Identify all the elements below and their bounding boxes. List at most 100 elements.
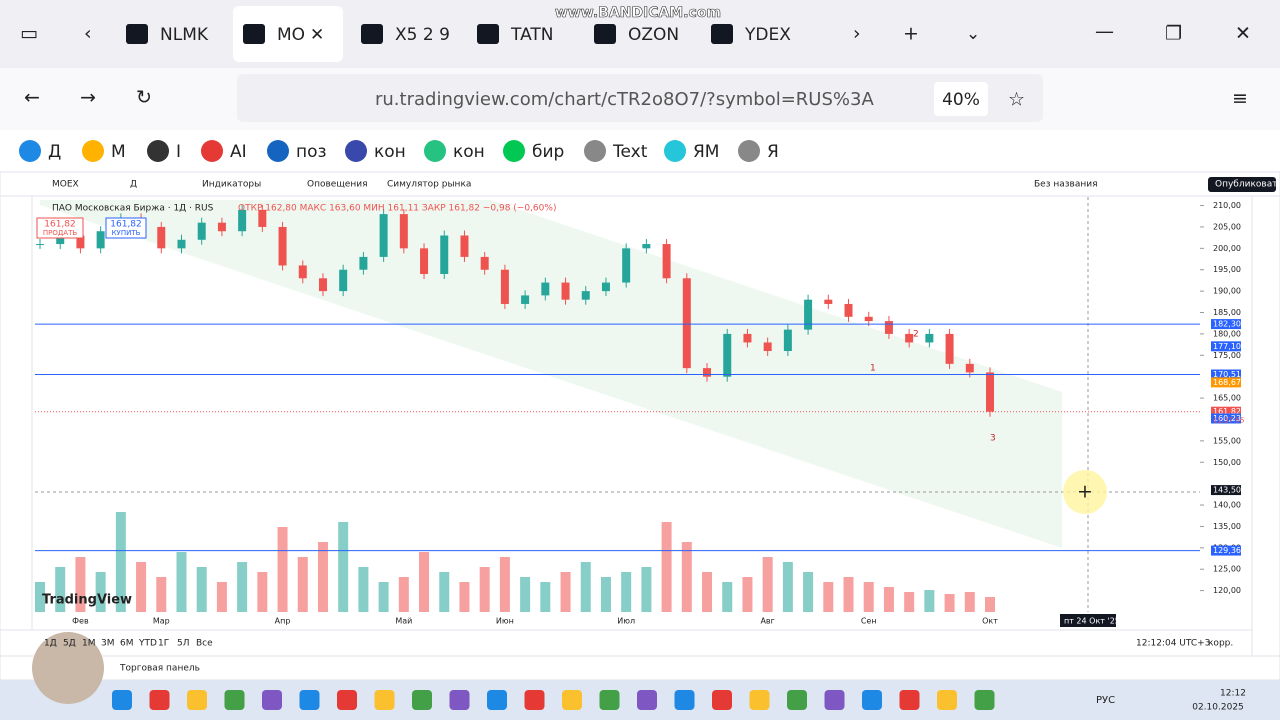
zoom-box[interactable]	[934, 82, 988, 116]
tab-title[interactable]: YDEX	[744, 25, 791, 45]
toolbar-replay[interactable]: Симулятор рынка	[387, 180, 471, 190]
toolbar-publish[interactable]: Опубликовать	[1215, 180, 1280, 190]
bottom-bar	[0, 629, 1253, 657]
zoom[interactable]: 40%	[942, 90, 980, 110]
taskbar-icon[interactable]	[824, 690, 845, 710]
taskbar-icon[interactable]	[224, 690, 245, 710]
taskbar-icon[interactable]	[562, 690, 582, 710]
candle	[884, 321, 893, 334]
cursor-highlight	[1063, 470, 1107, 514]
restore[interactable]: ❐	[1165, 23, 1182, 45]
tab-right[interactable]: ›	[853, 23, 861, 45]
tab-title[interactable]: TATN	[510, 25, 553, 45]
range-btn[interactable]: 5Д	[63, 639, 76, 649]
taskbar-icon[interactable]	[112, 690, 132, 710]
menu[interactable]: ≡	[1232, 88, 1248, 110]
bookmark[interactable]: AI	[230, 142, 247, 162]
candle	[925, 333, 934, 343]
new-tab[interactable]: +	[903, 23, 919, 45]
tab-close[interactable]: ✕	[310, 25, 324, 45]
webcam	[32, 632, 104, 704]
range-btn[interactable]: 1М	[82, 639, 96, 649]
bookmark[interactable]: кон	[374, 142, 406, 162]
tabs-icon[interactable]: ▭	[20, 23, 38, 45]
price-label: 155,00	[1213, 436, 1241, 445]
bookmark[interactable]: Д	[48, 142, 61, 162]
taskbar-icon[interactable]	[637, 690, 657, 710]
taskbar-icon[interactable]	[262, 690, 282, 710]
forward[interactable]: →	[80, 87, 96, 109]
tab-title[interactable]: MO	[277, 25, 305, 45]
close[interactable]: ✕	[1235, 23, 1251, 45]
tab-list[interactable]: ⌄	[966, 24, 980, 44]
taskbar-icon[interactable]	[749, 690, 770, 710]
watermark: www.BANDICAM.com	[555, 5, 721, 21]
taskbar-icon[interactable]	[299, 690, 320, 710]
taskbar-icon[interactable]	[674, 690, 695, 710]
x-tick-label: Сен	[861, 617, 877, 626]
taskbar-icon[interactable]	[374, 690, 395, 710]
taskbar-icon[interactable]	[974, 690, 995, 710]
candle	[217, 222, 226, 232]
taskbar-icon[interactable]	[712, 690, 732, 710]
candle	[460, 235, 469, 257]
taskbar-icon[interactable]	[412, 690, 432, 710]
bookmark[interactable]: кон	[453, 142, 485, 162]
wave-label: 1	[870, 364, 876, 374]
volume-bar	[843, 577, 854, 612]
taskbar-icon[interactable]	[862, 690, 882, 710]
taskbar-icon[interactable]	[524, 690, 545, 710]
range-btn[interactable]: YTD	[138, 639, 157, 649]
url[interactable]: ru.tradingview.com/chart/cTR2o8O7/?symbo…	[375, 89, 874, 110]
range-btn[interactable]: 3М	[101, 639, 115, 649]
taskbar-icon[interactable]	[487, 690, 507, 710]
bookmark[interactable]: I	[176, 142, 181, 162]
taskbar-icon[interactable]	[787, 690, 807, 710]
taskbar-icon[interactable]	[149, 690, 170, 710]
taskbar-icon[interactable]	[937, 690, 957, 710]
taskbar-icon[interactable]	[449, 690, 470, 710]
range-btn[interactable]: Все	[196, 639, 213, 649]
candle	[96, 231, 105, 249]
wave-label: 3	[990, 434, 996, 444]
volume-bar	[661, 522, 672, 612]
toolbar-symbol[interactable]: MOEX	[52, 180, 79, 190]
sell-btn[interactable]	[36, 217, 84, 239]
bookmark[interactable]: Я	[767, 142, 779, 162]
panel-title[interactable]: Торговая панель	[119, 664, 200, 674]
star[interactable]: ☆	[1008, 89, 1025, 111]
range-btn[interactable]: 1Д	[44, 639, 57, 649]
url-field[interactable]	[237, 74, 1043, 122]
toolbar-interval[interactable]: Д	[130, 180, 137, 190]
bookmark[interactable]: бир	[532, 142, 564, 162]
taskbar-icon[interactable]	[899, 690, 920, 710]
tab-title[interactable]: OZON	[628, 25, 679, 45]
back[interactable]: ←	[24, 87, 40, 109]
toolbar-layout[interactable]: Без названия	[1034, 180, 1098, 190]
tab-title[interactable]: NLMK	[160, 25, 209, 45]
bookmark[interactable]: М	[111, 142, 126, 162]
reload[interactable]: ↻	[136, 87, 152, 109]
minimize[interactable]: —	[1095, 21, 1114, 43]
taskbar-icon[interactable]	[599, 690, 620, 710]
bookmark[interactable]: ЯМ	[693, 142, 719, 162]
adjust[interactable]: корр.	[1208, 639, 1233, 649]
level-label: 161,82	[1213, 407, 1241, 416]
tab-left[interactable]: ‹	[84, 23, 92, 45]
range-btn[interactable]: 1Г	[158, 639, 169, 649]
range-btn[interactable]: 5Л	[177, 639, 190, 649]
bookmark[interactable]: Text	[612, 142, 648, 162]
publish-btn[interactable]	[1208, 177, 1276, 192]
range-btn[interactable]: 6М	[120, 639, 134, 649]
bookmark[interactable]: поз	[296, 142, 327, 162]
toolbar-indicators[interactable]: Индикаторы	[202, 180, 261, 190]
taskbar-icon[interactable]	[187, 690, 207, 710]
volume-bar	[277, 527, 288, 612]
buy-btn[interactable]	[105, 217, 147, 239]
volume-bar	[924, 590, 935, 612]
tab-title[interactable]: X5 2 9	[395, 25, 450, 45]
active-tab[interactable]	[233, 6, 343, 62]
toolbar-alerts[interactable]: Оповещения	[307, 180, 367, 190]
taskbar-icon[interactable]	[337, 690, 357, 710]
bookmark-icon	[82, 140, 104, 162]
